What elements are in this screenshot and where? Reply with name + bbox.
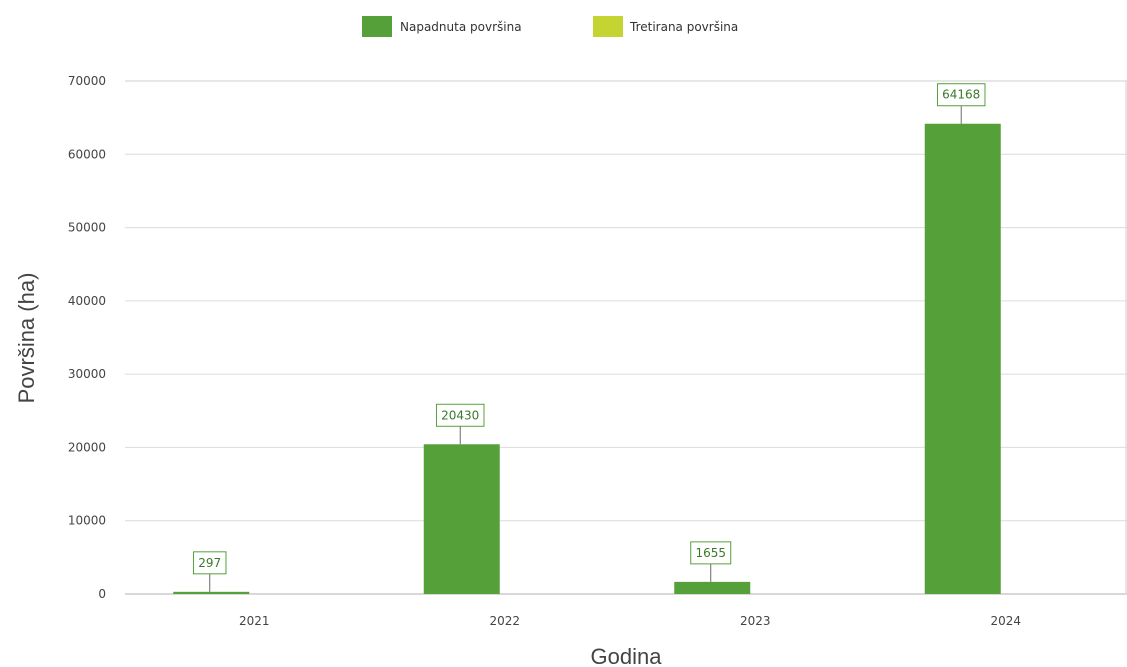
y-axis-title: Površina (ha) bbox=[14, 273, 39, 404]
legend-label-tretirana: Tretirana površina bbox=[629, 20, 738, 34]
data-label-box bbox=[936, 83, 986, 107]
y-tick-label: 70000 bbox=[68, 74, 106, 88]
data-labels: 297 20430 1655 64168 bbox=[192, 83, 986, 592]
legend-label-napadnuta: Napadnuta površina bbox=[400, 20, 522, 34]
x-axis-ticks: 2021 2022 2023 2024 bbox=[239, 614, 1021, 628]
bar bbox=[924, 123, 1001, 594]
legend-swatch-napadnuta bbox=[362, 16, 392, 37]
bars bbox=[173, 123, 1001, 594]
data-label-box bbox=[690, 541, 732, 565]
y-tick-label: 20000 bbox=[68, 440, 106, 454]
data-label-box bbox=[435, 403, 485, 427]
x-tick-label: 2021 bbox=[239, 614, 270, 628]
bar bbox=[173, 591, 250, 594]
bar bbox=[423, 444, 500, 594]
y-tick-label: 40000 bbox=[68, 294, 106, 308]
x-tick-label: 2023 bbox=[740, 614, 771, 628]
y-tick-label: 30000 bbox=[68, 367, 106, 381]
bar bbox=[674, 581, 751, 594]
x-tick-label: 2022 bbox=[489, 614, 520, 628]
x-axis-title: Godina bbox=[591, 644, 663, 667]
x-tick-label: 2024 bbox=[990, 614, 1021, 628]
y-tick-label: 50000 bbox=[68, 221, 106, 235]
legend: Napadnuta površina Tretirana površina bbox=[362, 16, 738, 37]
y-axis-ticks: 0 10000 20000 30000 40000 50000 60000 70000 bbox=[68, 74, 106, 601]
y-tick-label: 0 bbox=[98, 587, 106, 601]
legend-swatch-tretirana bbox=[593, 16, 623, 37]
data-label: 64168 bbox=[942, 88, 980, 102]
data-label: 297 bbox=[198, 556, 221, 570]
y-tick-label: 10000 bbox=[68, 514, 106, 528]
data-label-box bbox=[192, 551, 227, 575]
data-label: 20430 bbox=[441, 408, 479, 422]
y-tick-label: 60000 bbox=[68, 147, 106, 161]
data-label: 1655 bbox=[695, 546, 726, 560]
